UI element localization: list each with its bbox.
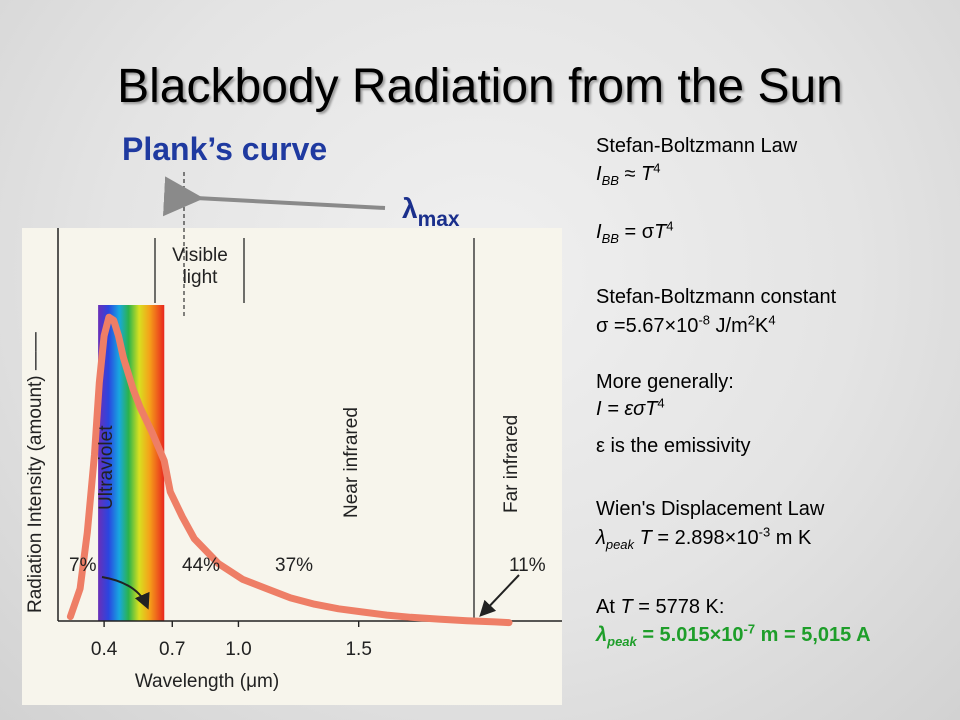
- peak-wavelength-result: λpeak = 5.015×10-7 m = 5,015 A: [596, 621, 871, 649]
- x-tick-label: 1.0: [225, 639, 251, 660]
- near-infrared-percent: 37%: [275, 555, 313, 576]
- general-heading: More generally:: [596, 371, 734, 393]
- wien-law-heading: Wien's Displacement Law: [596, 498, 825, 520]
- wien-equation: λpeak T = 2.898×10-3 m K: [596, 524, 812, 552]
- pointer-arrows: [101, 574, 520, 617]
- emissivity-note: ε is the emissivity: [596, 435, 751, 457]
- x-axis-label: Wavelength (μm): [135, 671, 279, 692]
- visible-spectrum-band: [98, 305, 165, 621]
- planck-curve: [66, 313, 513, 627]
- sun-temperature-line: At T = 5778 K:: [596, 596, 725, 618]
- visible-band-rect: [98, 305, 165, 621]
- sb-constant-value: σ =5.67×10-8 J/m2K4: [596, 312, 776, 337]
- ultraviolet-label: Ultraviolet: [96, 425, 117, 510]
- chart-panel: 0.4 0.7 1.0 1.5 Visible light Ultraviolet N…: [22, 228, 562, 705]
- sb-approx-equation: IBB ≈ T4: [596, 160, 661, 188]
- visible-percent: 44%: [182, 555, 220, 576]
- general-equation: I = εσT4: [596, 395, 665, 420]
- far-infrared-percent: 11%: [509, 555, 546, 576]
- fir-pointer-arrow: [479, 574, 520, 617]
- y-axis-label: Radiation Intensity (amount) ——: [25, 332, 46, 613]
- near-infrared-label: Near infrared: [341, 407, 362, 518]
- notes-panel: Stefan-Boltzmann Law IBB ≈ T4 IBB = σT4 …: [596, 0, 960, 720]
- slide-title: Blackbody Radiation from the Sun: [117, 60, 843, 113]
- x-tick-label: 0.4: [91, 639, 118, 660]
- visible-light-label-line-2: light: [183, 267, 219, 288]
- lambda-max-label: λmax: [402, 192, 460, 231]
- lambda-symbol: λ: [402, 193, 418, 224]
- uv-pointer-arrow: [101, 576, 150, 610]
- blackbody-chart: 0.4 0.7 1.0 1.5 Visible light Ultraviolet N…: [25, 228, 562, 692]
- x-ticks: 0.4 0.7 1.0 1.5: [91, 621, 372, 660]
- lambda-max-arrow: [162, 176, 386, 217]
- x-tick-label: 1.5: [345, 639, 371, 660]
- visible-light-label-line-1: Visible: [172, 245, 228, 266]
- x-tick-label: 0.7: [159, 639, 185, 660]
- lambda-max-subscript: max: [417, 208, 460, 231]
- region-divider-lines: [154, 238, 475, 621]
- sb-constant-heading: Stefan-Boltzmann constant: [596, 286, 837, 308]
- sb-law-heading: Stefan-Boltzmann Law: [596, 135, 798, 157]
- ultraviolet-percent: 7%: [69, 555, 97, 576]
- sb-equation: IBB = σT4: [596, 218, 674, 246]
- region-labels: Visible light Ultraviolet Near infrared …: [25, 245, 546, 692]
- far-infrared-label: Far infrared: [501, 415, 522, 513]
- plank-curve-label: Plank’s curve: [122, 131, 328, 167]
